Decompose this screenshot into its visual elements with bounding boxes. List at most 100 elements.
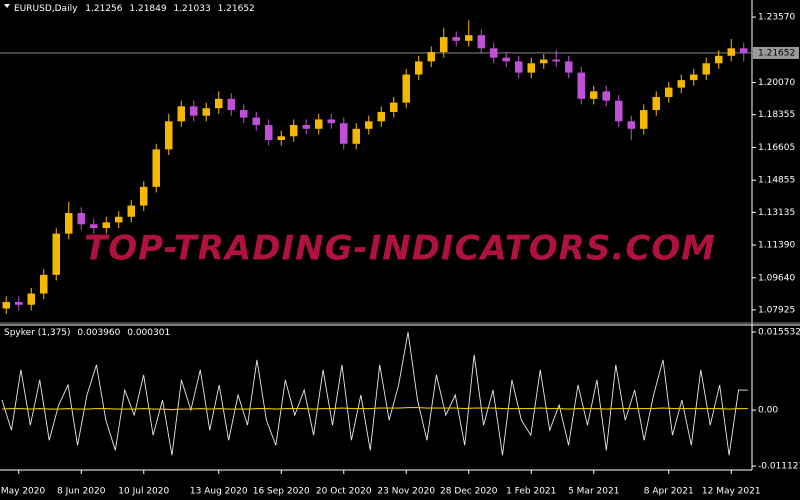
x-tick-label: 8 Jun 2020 <box>57 487 106 497</box>
candle-body <box>615 100 623 122</box>
symbol-header: EURUSD,Daily 1.21256 1.21849 1.21033 1.2… <box>14 4 255 14</box>
candle-body <box>677 80 685 88</box>
candle-body <box>102 222 110 229</box>
candle-body <box>665 87 673 97</box>
y-tick-label: 1.09640 <box>758 273 795 283</box>
watermark: TOP-TRADING-INDICATORS.COM <box>84 229 716 269</box>
candle-body <box>15 301 23 305</box>
indicator-value: 0.000301 <box>127 328 170 338</box>
candle-body <box>365 121 373 129</box>
candle-body <box>652 96 660 111</box>
candle-body <box>215 98 223 109</box>
candle-body <box>577 72 585 99</box>
x-tick-label: 1 Feb 2021 <box>506 487 556 497</box>
ohlc-value: 1.21256 <box>85 4 122 14</box>
candle-body <box>352 128 360 144</box>
y-tick-label: 0.015532 <box>758 328 800 338</box>
candle-body <box>490 48 498 58</box>
candle-body <box>227 98 235 111</box>
candle-body <box>402 74 410 103</box>
candle-body <box>177 106 185 122</box>
candle-body <box>252 117 260 126</box>
menu-arrow[interactable] <box>4 4 10 8</box>
x-tick-label: 10 Jul 2020 <box>118 487 169 497</box>
candle-body <box>190 106 198 116</box>
candle-body <box>477 35 485 49</box>
candle-body <box>740 48 748 53</box>
y-tick-label: 1.07925 <box>758 305 795 315</box>
x-tick-label: 20 Oct 2020 <box>316 487 372 497</box>
candle-body <box>690 74 698 81</box>
indicator-line <box>1 332 749 456</box>
candle-body <box>140 186 148 206</box>
indicator-header: Spyker (1,375) 0.003960 0.000301 <box>4 328 170 338</box>
indicator-line <box>1 406 748 411</box>
candle-body <box>515 61 523 73</box>
candle-body <box>540 59 548 64</box>
indicator-name: Spyker (1,375) <box>4 328 71 338</box>
candle-body <box>327 119 335 124</box>
y-tick-label: 1.23570 <box>758 13 795 23</box>
candle-body <box>27 293 35 305</box>
symbol: EURUSD,Daily <box>14 4 78 14</box>
y-tick-label: 0.00 <box>758 406 778 416</box>
x-tick-label: 16 Sep 2020 <box>253 487 310 497</box>
candle-body <box>127 205 135 217</box>
candle-body <box>52 233 60 275</box>
candle-body <box>165 121 173 150</box>
candle-body <box>290 125 298 137</box>
candle-body <box>415 61 423 75</box>
candle-body <box>452 37 460 41</box>
x-tick-label: 13 Aug 2020 <box>190 487 248 497</box>
candle-body <box>77 213 85 225</box>
candle-body <box>590 91 598 99</box>
x-tick-label: 5 May 2020 <box>0 487 45 497</box>
y-tick-label: -0.011121 <box>758 462 800 472</box>
candle-body <box>502 57 510 62</box>
candle-body <box>602 91 610 101</box>
candle-body <box>65 213 73 234</box>
candle-body <box>552 59 560 62</box>
candle-body <box>715 55 723 64</box>
candle-body <box>277 136 285 141</box>
ohlc-value: 1.21033 <box>173 4 210 14</box>
x-tick-label: 28 Dec 2020 <box>440 487 498 497</box>
y-tick-label: 1.16605 <box>758 143 795 153</box>
candle-body <box>565 61 573 73</box>
candle-body <box>202 108 210 116</box>
y-tick-label: 1.11390 <box>758 241 795 251</box>
candle-body <box>40 274 48 294</box>
ohlc-value: 1.21849 <box>129 4 166 14</box>
candle-body <box>390 102 398 112</box>
candle-body <box>152 149 160 187</box>
y-tick-label: 1.18355 <box>758 110 795 120</box>
candle-body <box>2 301 10 309</box>
y-tick-label: 1.20070 <box>758 78 795 88</box>
y-tick-label: 1.13135 <box>758 208 795 218</box>
x-tick-label: 5 Mar 2021 <box>568 487 619 497</box>
candle-body <box>302 125 310 129</box>
candle-body <box>315 119 323 129</box>
indicator-value: 0.003960 <box>77 328 120 338</box>
x-tick-label: 8 Apr 2021 <box>644 487 694 497</box>
current-price-box <box>753 46 799 59</box>
candle-body <box>427 52 435 62</box>
candle-body <box>265 125 273 141</box>
x-tick-label: 12 May 2021 <box>702 487 761 497</box>
candle-body <box>377 111 385 122</box>
candle-body <box>702 63 710 75</box>
x-tick-label: 23 Nov 2020 <box>377 487 435 497</box>
current-price-label: 1.21652 <box>758 48 795 58</box>
y-tick-label: 1.14855 <box>758 176 795 186</box>
candle-body <box>115 216 123 223</box>
candle-body <box>240 110 248 118</box>
candle-body <box>90 224 98 229</box>
candle-body <box>527 63 535 73</box>
candle-body <box>340 123 348 144</box>
candle-body <box>640 110 648 129</box>
candle-body <box>727 48 735 56</box>
candle-body <box>627 121 635 129</box>
ohlc-value: 1.21652 <box>218 4 255 14</box>
